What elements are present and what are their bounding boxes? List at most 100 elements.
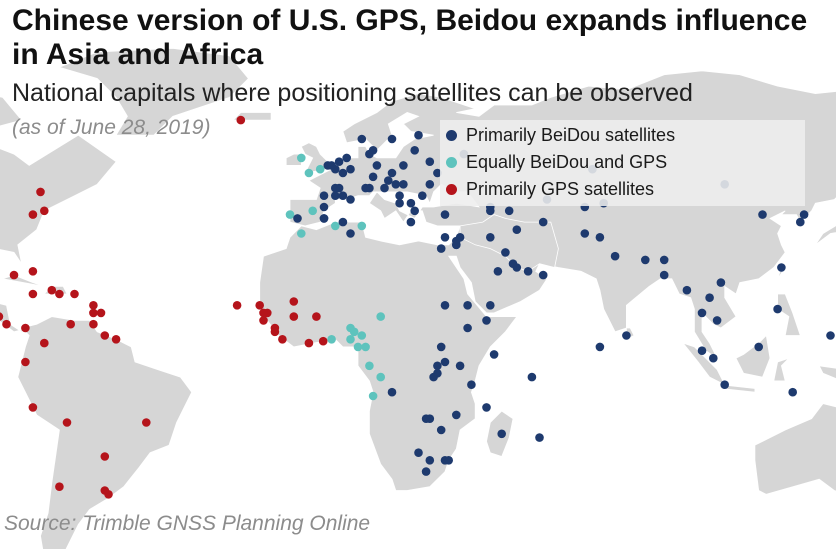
legend-item-beidou: Primarily BeiDou satellites [446,122,675,148]
capital-marker-gps [21,323,30,333]
capital-marker-beidou [338,168,348,178]
capital-marker-beidou [365,183,374,193]
capital-marker-beidou [433,361,442,371]
capital-marker-gps [289,297,299,306]
capital-marker-gps [62,418,72,427]
land-new-guinea [818,365,836,379]
land-philippines [777,293,801,336]
capital-marker-gps [304,338,314,348]
capital-marker-beidou [346,229,355,238]
capital-marker-beidou [697,346,707,356]
capital-marker-beidou [455,361,465,371]
map-legend: Primarily BeiDou satellites Equally BeiD… [440,120,805,206]
capital-marker-beidou [799,210,809,219]
capital-marker-equal [357,221,367,231]
capital-marker-equal [327,335,336,344]
capital-marker-gps [236,115,246,125]
capital-marker-beidou [380,183,389,193]
capital-marker-beidou [523,267,533,276]
capital-marker-beidou [338,191,348,200]
capital-marker-gps [28,403,38,412]
capital-marker-gps [40,338,49,348]
capital-marker-beidou [425,456,435,465]
legend-label-equal: Equally BeiDou and GPS [466,151,668,172]
capital-marker-beidou [486,233,495,242]
capital-marker-equal [368,391,378,401]
land-north-america [0,96,117,333]
legend-label-gps: Primarily GPS satellites [466,178,655,199]
capital-marker-beidou [712,316,722,325]
capital-marker-beidou [331,191,340,200]
land-arabia-iran-overlay [459,214,559,272]
capital-marker-equal [349,327,359,337]
date-note: (as of June 28, 2019) [12,116,211,139]
capital-marker-gps [100,331,110,340]
capital-marker-beidou [444,456,454,465]
capital-marker-gps [100,486,110,495]
legend-dot-beidou [446,129,457,141]
legend-dot-equal [446,156,457,168]
capital-marker-beidou [641,255,650,265]
capital-marker-beidou [826,331,835,340]
capital-marker-beidou [425,414,435,424]
capital-marker-beidou [323,161,333,170]
capital-marker-gps [89,319,98,329]
legend-item-equal: Equally BeiDou and GPS [446,149,667,175]
capital-marker-beidou [433,168,442,178]
capital-marker-beidou [395,198,404,208]
capital-marker-beidou [346,195,355,204]
capital-marker-beidou [697,308,707,318]
land-australia [754,403,836,495]
capital-marker-gps [100,452,110,461]
capital-marker-beidou [497,429,507,439]
capital-marker-gps [255,301,264,310]
capital-marker-gps [259,316,268,325]
capital-marker-beidou [538,217,548,227]
capital-marker-beidou [659,255,669,265]
capital-marker-beidou [342,153,352,163]
capital-marker-beidou [463,301,472,310]
capital-marker-beidou [758,210,767,219]
capital-marker-beidou [331,183,340,193]
capital-marker-gps [259,308,268,318]
capital-marker-beidou [482,316,491,325]
capital-marker-beidou [384,176,393,185]
capital-marker-beidou [406,198,416,208]
capital-marker-gps [55,482,64,492]
capital-marker-gps [28,289,38,299]
capital-marker-gps [289,312,299,321]
capital-marker-equal [376,312,386,321]
capital-marker-beidou [410,146,420,155]
capital-marker-gps [28,210,38,219]
capital-marker-beidou [788,387,797,397]
capital-marker-beidou [387,387,397,397]
capital-marker-equal [361,342,370,352]
capital-marker-beidou [372,161,382,170]
capital-marker-beidou [489,350,499,359]
capital-marker-equal [346,335,355,344]
land-sulawesi [773,357,790,382]
capital-marker-beidou [777,263,786,272]
capital-marker-beidou [486,301,495,310]
capital-marker-beidou [425,157,435,166]
capital-marker-beidou [527,372,537,382]
capital-marker-beidou [580,229,590,238]
land-cuba [2,274,45,287]
capital-marker-beidou [440,301,450,310]
capital-marker-beidou [346,164,355,174]
capital-marker-beidou [319,191,329,200]
capital-marker-beidou [754,342,763,352]
capital-markers [0,115,835,499]
capital-marker-beidou [682,285,692,295]
capital-marker-gps [89,308,98,318]
legend-label-beidou: Primarily BeiDou satellites [466,124,676,145]
capital-marker-beidou [463,323,472,333]
capital-marker-beidou [368,146,378,155]
capital-marker-beidou [368,172,378,182]
capital-marker-beidou [595,233,605,242]
capital-marker-beidou [622,331,631,340]
page-title: Chinese version of U.S. GPS, Beidou expa… [12,4,808,71]
capital-marker-beidou [429,372,438,382]
capital-marker-beidou [440,233,450,242]
capital-marker-gps [55,289,64,299]
